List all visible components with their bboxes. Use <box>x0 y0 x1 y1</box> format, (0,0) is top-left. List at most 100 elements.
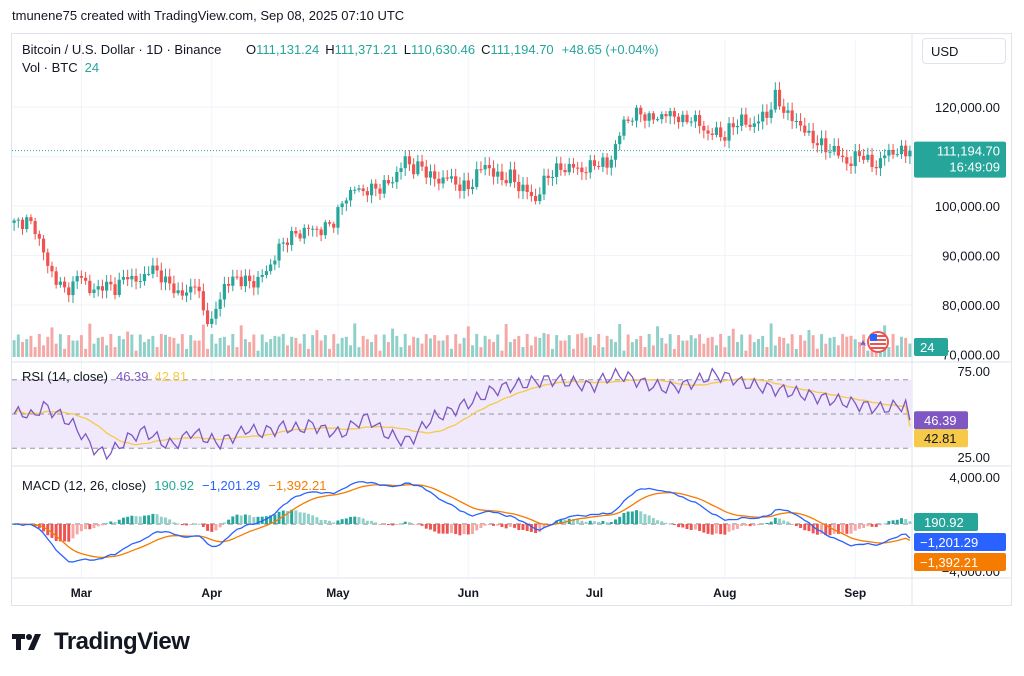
candle <box>618 132 622 151</box>
volume-bar <box>281 333 285 357</box>
volume-bar <box>643 347 647 357</box>
candle <box>193 278 197 295</box>
macd-histogram-bar <box>614 519 617 524</box>
candle <box>521 177 525 200</box>
candle <box>811 122 815 149</box>
candle <box>100 279 105 299</box>
candle-body <box>798 120 803 126</box>
macd-histogram-bar <box>307 513 310 524</box>
candle-body <box>832 145 836 152</box>
candle-body <box>706 130 710 134</box>
macd-histogram-bar <box>824 524 828 536</box>
macd-histogram-bar <box>218 524 222 528</box>
brand[interactable]: TradingView <box>12 628 190 656</box>
candle <box>584 166 588 180</box>
candle-body <box>412 164 416 175</box>
volume-bar <box>609 339 613 357</box>
volume-bar <box>706 337 710 357</box>
candle-body <box>491 168 496 177</box>
volume-bar <box>542 333 546 357</box>
macd-histogram-bar <box>391 524 395 526</box>
volume-bar <box>782 337 786 357</box>
candle-body <box>689 121 693 123</box>
candle-body <box>46 252 50 266</box>
candle <box>134 268 138 290</box>
macd-histogram-bar <box>450 524 453 534</box>
macd-histogram-bar <box>597 521 601 524</box>
candle <box>50 261 54 278</box>
macd-histogram-bar <box>252 517 256 524</box>
macd-histogram-bar <box>180 524 184 526</box>
volume-bar <box>386 342 390 357</box>
macd-histogram-bar <box>407 522 411 524</box>
last-price-tag <box>914 141 1006 178</box>
rsi-axis-tick-label: 75.00 <box>957 364 990 379</box>
currency-button[interactable]: USD <box>922 38 1006 64</box>
volume-bar <box>117 335 121 357</box>
volume-bar <box>180 334 184 357</box>
candle <box>719 121 723 142</box>
candle <box>306 224 311 236</box>
macd-histogram-bar <box>100 524 104 526</box>
rsi-value-tag <box>914 411 968 430</box>
macd-histogram-bar <box>84 524 88 530</box>
candle <box>693 110 698 128</box>
candle <box>71 276 75 304</box>
candle <box>142 266 147 286</box>
volume-bar <box>635 339 639 357</box>
candle <box>365 187 369 203</box>
volume-bar <box>336 343 340 357</box>
candle <box>327 220 332 227</box>
macd-histogram-bar <box>605 522 609 524</box>
candle <box>563 163 567 176</box>
candle <box>302 224 306 244</box>
macd-histogram-bar <box>832 524 836 534</box>
candle-body <box>357 188 361 190</box>
candle <box>626 116 630 124</box>
macd-histogram-bar <box>744 524 748 526</box>
candle <box>361 184 365 197</box>
candle-body <box>580 167 584 173</box>
volume-bar <box>176 343 180 357</box>
macd-histogram-bar <box>349 516 353 524</box>
macd-histogram-bar <box>370 520 374 524</box>
candle <box>33 217 37 240</box>
candle <box>449 168 454 183</box>
macd-histogram-bar <box>197 523 201 525</box>
candle <box>845 149 849 171</box>
candle <box>874 160 878 176</box>
candle <box>117 272 121 298</box>
candle-body <box>647 113 651 121</box>
macd-histogram-bar <box>54 524 58 542</box>
candle-body <box>222 283 226 300</box>
candle-body <box>20 219 25 230</box>
candle-body <box>626 119 630 121</box>
candle <box>386 174 390 186</box>
candle-body <box>84 277 88 281</box>
macd-histogram-bar <box>723 524 727 535</box>
macd-histogram-bar <box>315 517 319 524</box>
candle-body <box>744 114 748 125</box>
macd-histogram-bar <box>281 510 285 524</box>
volume-bar <box>370 342 374 357</box>
candle <box>828 143 832 159</box>
candle <box>332 221 336 233</box>
candle-body <box>634 107 639 121</box>
candle <box>75 270 79 289</box>
volume-bar <box>37 333 41 357</box>
candle <box>496 163 500 184</box>
candle-body <box>184 292 189 296</box>
macd-histogram-bar <box>193 523 197 525</box>
brand-name: TradingView <box>54 628 190 655</box>
candle <box>391 176 395 189</box>
candle-body <box>256 276 260 288</box>
chart-frame[interactable] <box>11 33 1012 606</box>
macd-histogram-bar <box>269 515 273 524</box>
volume-bar <box>773 345 777 357</box>
macd-histogram-bar <box>862 524 866 529</box>
candle-body <box>277 243 281 261</box>
time-axis-label: Jun <box>458 586 479 600</box>
candle <box>189 278 193 301</box>
candle-body <box>866 154 870 160</box>
